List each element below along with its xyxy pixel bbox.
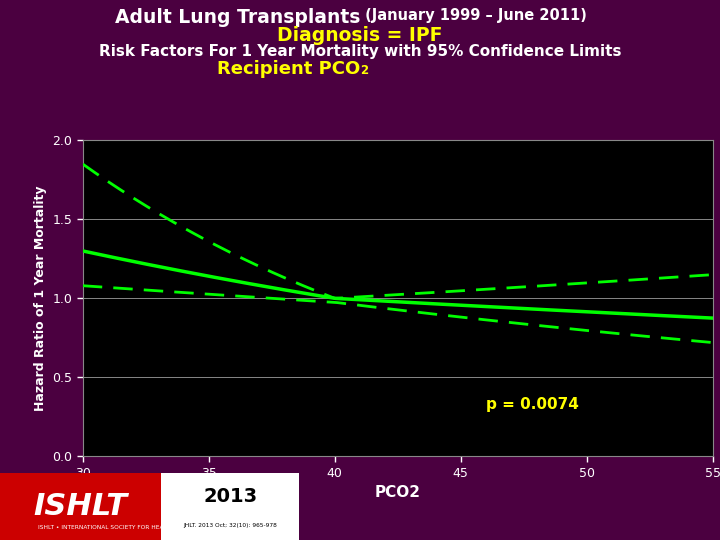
Text: ISHLT • INTERNATIONAL SOCIETY FOR HEART AND LUNG TRANSPLANTATION: ISHLT • INTERNATIONAL SOCIETY FOR HEART … bbox=[37, 525, 261, 530]
Text: 2: 2 bbox=[360, 64, 368, 77]
Text: (January 1999 – June 2011): (January 1999 – June 2011) bbox=[360, 8, 587, 23]
Text: ISHLT: ISHLT bbox=[34, 492, 127, 521]
Bar bbox=[161, 472, 299, 540]
Text: Diagnosis = IPF: Diagnosis = IPF bbox=[277, 26, 443, 45]
Text: 2013: 2013 bbox=[203, 487, 257, 505]
X-axis label: PCO2: PCO2 bbox=[375, 485, 420, 500]
Text: Risk Factors For 1 Year Mortality with 95% Confidence Limits: Risk Factors For 1 Year Mortality with 9… bbox=[99, 44, 621, 59]
Text: Adult Lung Transplants: Adult Lung Transplants bbox=[114, 8, 360, 27]
Text: p = 0.0074: p = 0.0074 bbox=[486, 397, 579, 412]
Y-axis label: Hazard Ratio of 1 Year Mortality: Hazard Ratio of 1 Year Mortality bbox=[34, 186, 47, 411]
Text: Recipient PCO: Recipient PCO bbox=[217, 60, 360, 78]
Bar bbox=[0, 472, 161, 540]
Text: JHLT. 2013 Oct; 32(10): 965-978: JHLT. 2013 Oct; 32(10): 965-978 bbox=[183, 523, 277, 528]
